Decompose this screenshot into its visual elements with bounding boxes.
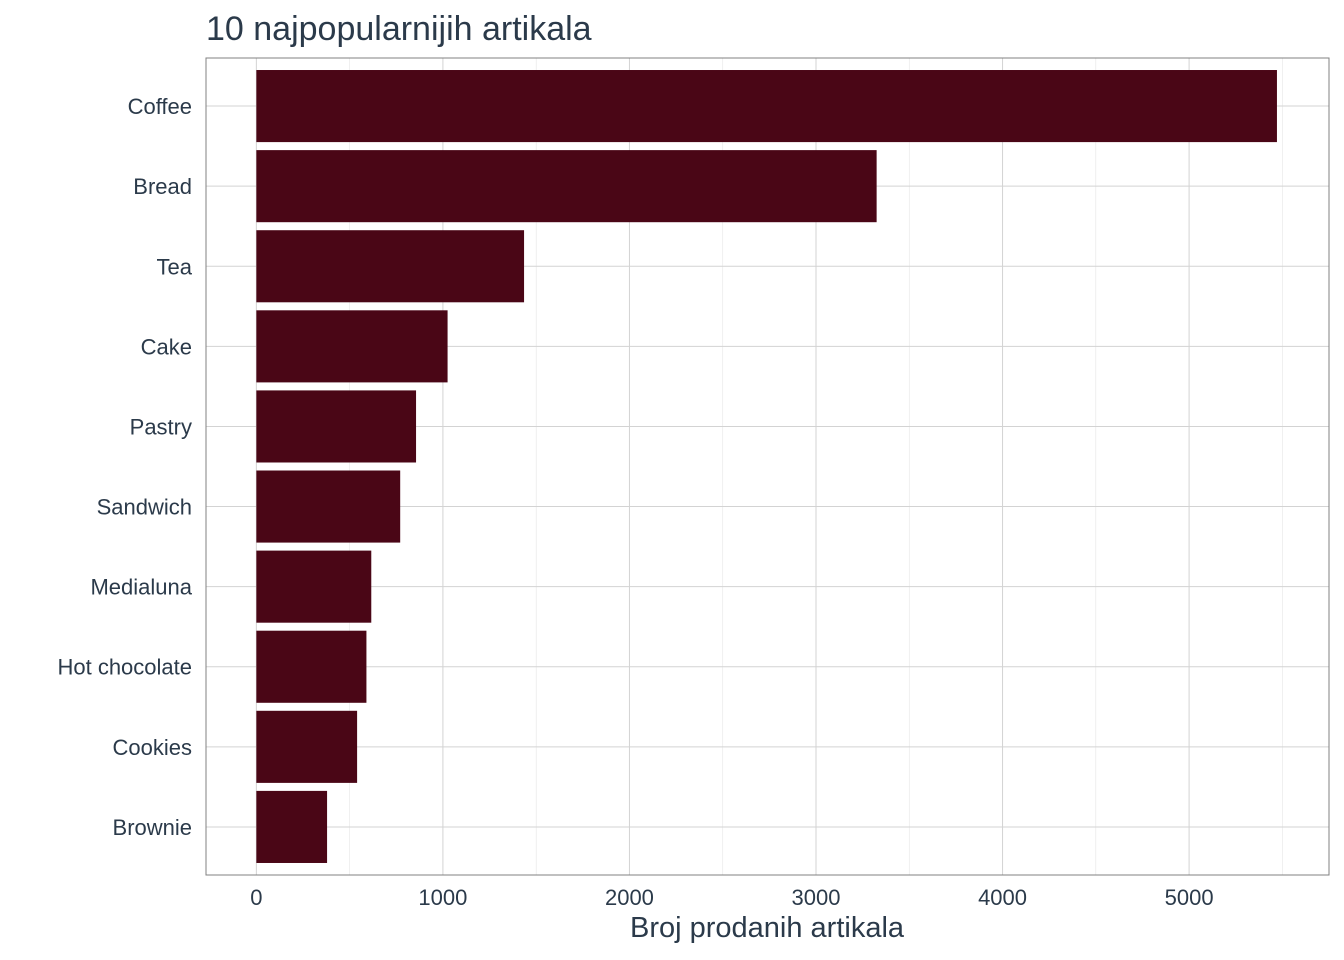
x-tick-label: 0: [250, 885, 262, 910]
y-tick-label: Medialuna: [90, 575, 192, 600]
x-tick-labels: 0 1000 2000 3000 4000 5000: [250, 885, 1213, 910]
plot-frame: [205, 57, 1330, 876]
x-tick-label: 3000: [792, 885, 841, 910]
y-tick-label: Brownie: [113, 815, 192, 840]
y-tick-labels: Coffee Bread Tea Cake Pastry Sandwich Medialun…: [57, 94, 192, 840]
bar: [256, 150, 877, 223]
y-tick-label: Hot chocolate: [57, 655, 192, 680]
y-tick-label: Tea: [157, 254, 193, 279]
bar: [256, 710, 358, 783]
bar: [256, 390, 417, 463]
x-tick-label: 4000: [978, 885, 1027, 910]
bar: [256, 550, 372, 623]
bar: [256, 630, 367, 703]
x-axis-title: Broj prodanih artikala: [629, 912, 905, 944]
y-tick-label: Coffee: [128, 94, 192, 119]
bar: [256, 790, 328, 863]
bar-layer: [256, 70, 1277, 863]
bar: [256, 310, 448, 383]
y-tick-label: Cake: [141, 334, 192, 359]
x-tick-label: 2000: [605, 885, 654, 910]
y-tick-label: Cookies: [113, 735, 192, 760]
bar: [256, 470, 401, 543]
chart-title: 10 najpopularnijih artikala: [206, 10, 592, 48]
bar: [256, 230, 525, 303]
y-tick-label: Sandwich: [97, 495, 192, 520]
bar: [256, 70, 1277, 143]
x-tick-label: 5000: [1165, 885, 1214, 910]
y-tick-label: Pastry: [130, 414, 192, 439]
x-tick-label: 1000: [418, 885, 467, 910]
y-tick-label: Bread: [133, 174, 192, 199]
